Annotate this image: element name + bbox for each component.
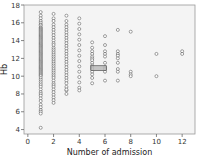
y-tick-label: 16 (11, 19, 20, 27)
y-tick (21, 5, 24, 6)
x-tick (156, 134, 157, 137)
chart: 0 2 4 6 8 10 12 4 6 8 10 12 14 16 18 Number of admissio… (0, 0, 200, 159)
point (104, 79, 107, 82)
point (104, 35, 107, 38)
point (78, 89, 81, 92)
x-tick (27, 134, 28, 137)
y-tick-label: 10 (11, 73, 20, 81)
point (39, 100, 42, 103)
point (65, 82, 68, 85)
x-tick-label: 4 (77, 138, 82, 146)
x-tick-label: 6 (103, 138, 108, 146)
point (104, 44, 107, 47)
point (181, 52, 184, 55)
point (155, 52, 158, 55)
point (78, 44, 81, 47)
y-axis-label: Hb (0, 64, 9, 75)
point (78, 38, 81, 41)
point (39, 126, 42, 129)
point (78, 49, 81, 52)
y-tick (21, 76, 24, 77)
point (129, 30, 132, 33)
x-axis-label: Number of admission (67, 148, 152, 157)
point (78, 22, 81, 25)
x-tick-label: 0 (26, 138, 30, 146)
plot-area (24, 5, 195, 134)
y-tick-label: 6 (16, 108, 21, 116)
x-tick-label: 12 (178, 138, 187, 146)
point (52, 101, 55, 104)
y-tick (21, 22, 24, 23)
point (91, 46, 94, 49)
point (116, 57, 119, 60)
y-tick-label: 8 (16, 90, 20, 98)
point (78, 70, 81, 73)
point (91, 76, 94, 79)
x-tick (53, 134, 54, 137)
x-tick-label: 10 (152, 138, 161, 146)
y-tick (21, 111, 24, 112)
point (116, 61, 119, 64)
point (91, 82, 94, 85)
x-tick-label: 8 (128, 138, 132, 146)
x-tick-label: 2 (51, 138, 55, 146)
point (104, 55, 107, 58)
point (65, 14, 68, 17)
x-tick (182, 134, 183, 137)
point (78, 65, 81, 68)
point (78, 60, 81, 63)
point (78, 76, 81, 79)
point (65, 89, 68, 92)
y-tick-label: 12 (11, 55, 20, 63)
x-tick (105, 134, 106, 137)
point (78, 54, 81, 57)
point (39, 112, 42, 115)
y-tick (21, 129, 24, 130)
point (155, 75, 158, 78)
point (91, 41, 94, 44)
x-tick (79, 134, 80, 137)
point (78, 28, 81, 31)
point (65, 20, 68, 23)
point (116, 28, 119, 31)
y-tick-label: 18 (11, 2, 20, 10)
marks (39, 11, 183, 130)
point (52, 20, 55, 23)
point (129, 75, 132, 78)
y-tick-label: 4 (16, 126, 21, 134)
y-tick (21, 40, 24, 41)
point (52, 12, 55, 15)
point (78, 81, 81, 84)
point (39, 11, 42, 14)
point (104, 61, 107, 64)
point (116, 70, 119, 73)
point (78, 33, 81, 36)
y-tick (21, 93, 24, 94)
y-tick-label: 14 (11, 37, 20, 45)
annotation-box (91, 66, 106, 71)
x-tick (130, 134, 131, 137)
y-tick (21, 58, 24, 59)
point (78, 17, 81, 20)
point (91, 73, 94, 76)
point (116, 79, 119, 82)
point (65, 92, 68, 95)
point (65, 88, 68, 91)
